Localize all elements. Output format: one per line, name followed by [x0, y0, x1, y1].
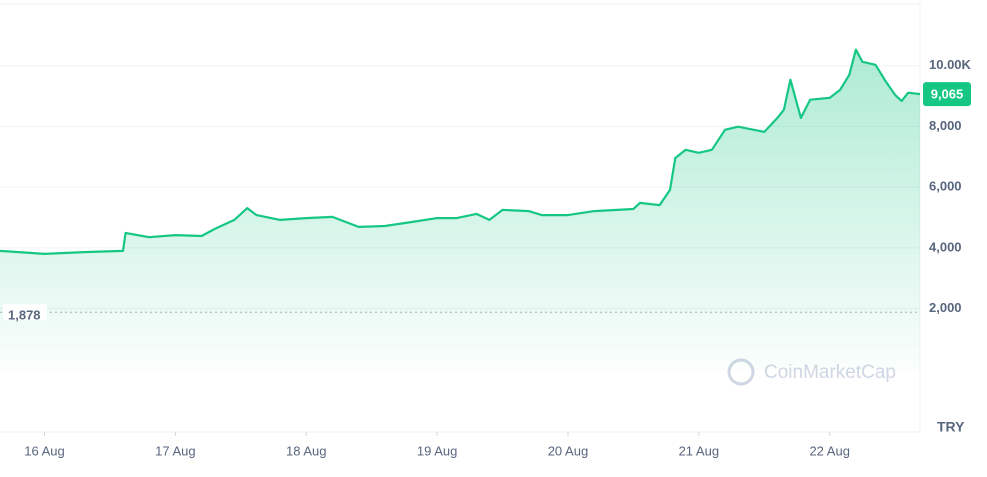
- x-tick-label: 18 Aug: [286, 443, 327, 458]
- currency-label: TRY: [937, 419, 965, 435]
- x-tick-label: 21 Aug: [679, 443, 720, 458]
- x-tick-label: 22 Aug: [809, 443, 850, 458]
- x-tick-label: 16 Aug: [24, 443, 65, 458]
- reference-label-bg: [3, 304, 47, 321]
- current-price-badge: [923, 82, 971, 107]
- y-tick-label: 2,000: [929, 300, 962, 315]
- y-tick-label: 8,000: [929, 118, 962, 133]
- x-tick-label: 20 Aug: [548, 443, 589, 458]
- y-tick-label: 4,000: [929, 239, 962, 254]
- reference-label: 1,878: [8, 308, 41, 323]
- price-line: [0, 48, 921, 255]
- area: [0, 49, 920, 370]
- x-tick-label: 19 Aug: [417, 443, 458, 458]
- y-tick-label: 10.00K: [929, 57, 972, 72]
- y-tick-label: 6,000: [929, 179, 962, 194]
- current-price-label: 9,065: [931, 87, 964, 102]
- x-tick-label: 17 Aug: [155, 443, 196, 458]
